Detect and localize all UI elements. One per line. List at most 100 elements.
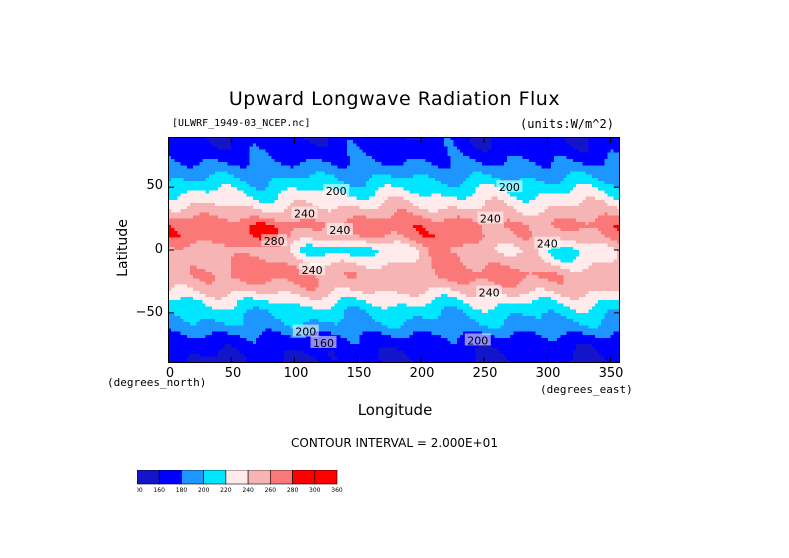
heatmap-cell: [497, 228, 502, 232]
heatmap-cell: [318, 209, 323, 213]
heatmap-cell: [588, 215, 593, 220]
heatmap-cell: [306, 158, 310, 163]
heatmap-cell: [434, 243, 439, 248]
heatmap-cell: [215, 187, 219, 191]
heatmap-cell: [576, 196, 580, 201]
heatmap-cell: [507, 231, 511, 235]
heatmap-cell: [437, 158, 442, 163]
heatmap-cell: [535, 165, 539, 169]
heatmap-cell: [205, 190, 210, 194]
heatmap-cell: [211, 187, 216, 191]
heatmap-cell: [281, 165, 285, 169]
heatmap-cell: [519, 234, 524, 238]
heatmap-cell: [287, 143, 291, 147]
heatmap-cell: [378, 202, 382, 207]
heatmap-cell: [456, 215, 461, 220]
heatmap-cell: [598, 184, 602, 188]
heatmap-cell: [384, 209, 389, 213]
heatmap-cell: [315, 240, 320, 245]
heatmap-cell: [268, 171, 272, 176]
heatmap-cell: [494, 140, 498, 144]
heatmap-cell: [375, 165, 379, 169]
heatmap-cell: [591, 218, 596, 223]
heatmap-cell: [431, 137, 436, 141]
heatmap-cell: [340, 202, 345, 207]
heatmap-cell: [604, 224, 608, 229]
heatmap-cell: [557, 234, 561, 238]
heatmap-cell: [362, 196, 367, 201]
heatmap-cell: [359, 218, 364, 223]
heatmap-cell: [168, 231, 172, 235]
heatmap-cell: [394, 140, 398, 144]
heatmap-cell: [246, 140, 251, 144]
heatmap-cell: [557, 177, 561, 182]
heatmap-cell: [215, 158, 219, 163]
heatmap-cell: [262, 140, 266, 144]
heatmap-cell: [400, 209, 404, 213]
heatmap-cell: [403, 155, 407, 160]
heatmap-cell: [494, 143, 498, 147]
heatmap-cell: [237, 171, 241, 176]
heatmap-cell: [425, 149, 429, 154]
heatmap-cell: [240, 158, 244, 163]
heatmap-cell: [400, 152, 404, 157]
heatmap-cell: [378, 240, 382, 245]
heatmap-cell: [378, 184, 382, 188]
heatmap-cell: [616, 149, 620, 154]
heatmap-cell: [538, 193, 542, 198]
heatmap-cell: [510, 199, 514, 204]
heatmap-cell: [544, 187, 549, 191]
heatmap-cell: [199, 209, 203, 213]
heatmap-cell: [497, 168, 502, 172]
heatmap-cell: [485, 234, 489, 238]
heatmap-cell: [362, 240, 367, 245]
heatmap-cell: [340, 155, 345, 160]
heatmap-cell: [302, 184, 307, 188]
heatmap-cell: [613, 228, 618, 232]
heatmap-cell: [522, 143, 527, 147]
heatmap-cell: [284, 212, 288, 216]
heatmap-cell: [419, 165, 423, 169]
heatmap-cell: [598, 190, 602, 194]
heatmap-cell: [180, 234, 185, 238]
heatmap-cell: [372, 177, 376, 182]
heatmap-cell: [478, 224, 483, 229]
heatmap-cell: [281, 224, 285, 229]
heatmap-cell: [607, 149, 611, 154]
heatmap-cell: [607, 168, 611, 172]
heatmap-cell: [394, 212, 398, 216]
heatmap-cell: [491, 180, 495, 185]
heatmap-cell: [528, 215, 533, 220]
heatmap-cell: [183, 228, 188, 232]
heatmap-cell: [230, 155, 235, 160]
heatmap-cell: [259, 240, 263, 245]
heatmap-cell: [306, 168, 310, 172]
heatmap-cell: [302, 196, 307, 201]
heatmap-cell: [412, 209, 417, 213]
heatmap-cell: [224, 196, 229, 201]
heatmap-cell: [343, 237, 348, 241]
heatmap-cell: [488, 209, 492, 213]
heatmap-cell: [193, 165, 197, 169]
heatmap-cell: [346, 209, 351, 213]
heatmap-cell: [221, 180, 225, 185]
heatmap-cell: [434, 137, 439, 141]
heatmap-cell: [324, 202, 329, 207]
heatmap-cell: [368, 199, 373, 204]
heatmap-cell: [287, 137, 291, 141]
heatmap-cell: [337, 218, 342, 223]
heatmap-cell: [594, 202, 599, 207]
heatmap-cell: [233, 165, 238, 169]
heatmap-cell: [547, 180, 552, 185]
heatmap-cell: [180, 177, 185, 182]
heatmap-cell: [585, 162, 590, 166]
heatmap-cell: [500, 162, 505, 166]
heatmap-cell: [387, 209, 392, 213]
heatmap-cell: [513, 149, 517, 154]
heatmap-cell: [381, 234, 385, 238]
heatmap-cell: [177, 137, 181, 141]
heatmap-cell: [274, 177, 279, 182]
heatmap-cell: [315, 171, 320, 176]
heatmap-cell: [315, 165, 320, 169]
heatmap-cell: [610, 152, 615, 157]
